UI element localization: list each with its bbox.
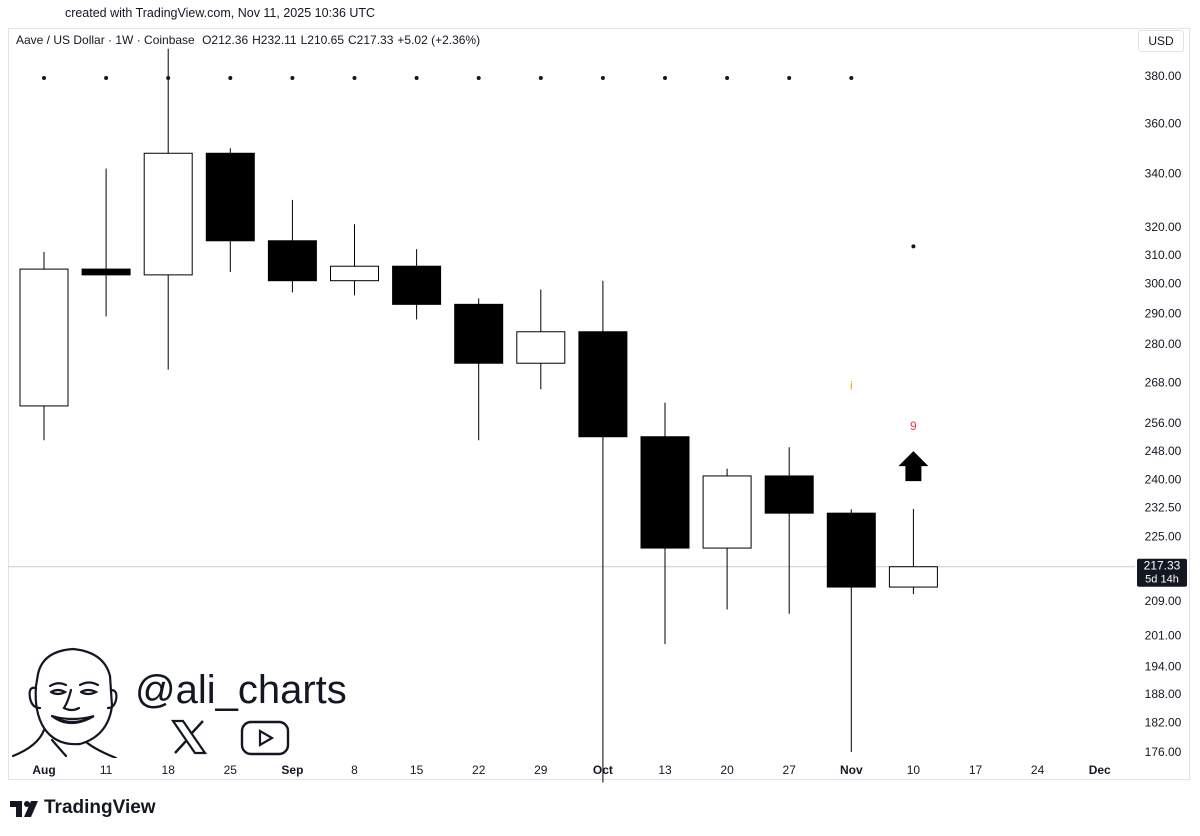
y-tick-label: 182.00 xyxy=(1145,716,1182,730)
author-handle: @ali_charts xyxy=(135,668,347,712)
candle-body xyxy=(205,152,255,242)
x-tick-label: 11 xyxy=(100,763,113,777)
ohlc-open: O212.36 xyxy=(202,33,249,47)
x-tick-label: 18 xyxy=(162,763,176,777)
ohlc-close: C217.33 xyxy=(348,33,394,47)
signal-dot xyxy=(290,76,295,80)
y-tick-label: 290.00 xyxy=(1145,306,1182,320)
signal-dot xyxy=(414,76,419,80)
y-tick-label: 340.00 xyxy=(1145,167,1182,181)
signal-dot xyxy=(352,76,357,80)
signal-dot xyxy=(228,76,233,80)
x-tick-label: 17 xyxy=(969,763,983,777)
candle-body xyxy=(826,512,876,588)
x-tick-label: 27 xyxy=(783,763,797,777)
x-tick-label: 29 xyxy=(534,763,548,777)
currency-button[interactable]: USD xyxy=(1138,30,1184,52)
symbol-legend: Aave / US Dollar · 1W · Coinbase O212.36… xyxy=(16,33,484,47)
candle-body xyxy=(516,331,566,364)
y-tick-label: 188.00 xyxy=(1145,687,1182,701)
y-tick-label: 268.00 xyxy=(1145,376,1182,390)
y-tick-label: 240.00 xyxy=(1145,473,1182,487)
candle-body xyxy=(143,152,193,276)
signal-dot xyxy=(849,76,854,80)
up-arrow-icon xyxy=(898,451,929,482)
y-tick-label: 225.00 xyxy=(1145,529,1182,543)
x-tick-label: 10 xyxy=(907,763,921,777)
tradingview-logo-icon xyxy=(10,801,38,817)
x-tick-label: 20 xyxy=(720,763,734,777)
last-price-badge xyxy=(1137,558,1187,587)
marker-label: i xyxy=(850,378,853,392)
x-tick-label: 13 xyxy=(658,763,672,777)
candle-body xyxy=(578,331,628,438)
chart-credit: created with TradingView.com, Nov 11, 20… xyxy=(64,6,376,20)
last-price-label: 217.33 xyxy=(1144,559,1181,573)
y-tick-label: 300.00 xyxy=(1145,277,1182,291)
y-tick-label: 232.50 xyxy=(1145,500,1182,514)
candle-body xyxy=(640,436,690,549)
tradingview-wordmark: TradingView xyxy=(44,797,156,818)
y-tick-label: 380.00 xyxy=(1145,69,1182,83)
x-logo-icon xyxy=(170,719,208,755)
y-tick-label: 248.00 xyxy=(1145,444,1182,458)
x-tick-label: Sep xyxy=(281,763,303,777)
signal-dot xyxy=(476,76,481,80)
signal-dot xyxy=(42,76,46,80)
candle-body xyxy=(764,475,814,514)
signal-dot xyxy=(663,76,667,80)
ohlc-change: +5.02 (+2.36%) xyxy=(397,33,481,47)
x-tick-label: 8 xyxy=(351,763,358,777)
candle-body xyxy=(330,265,379,282)
signal-dot xyxy=(725,76,730,80)
x-tick-label: Aug xyxy=(32,763,55,777)
y-tick-label: 320.00 xyxy=(1145,220,1182,234)
count-label: 9 xyxy=(910,419,917,433)
y-tick-label: 360.00 xyxy=(1145,116,1182,130)
chart-frame xyxy=(8,28,1190,780)
y-tick-label: 310.00 xyxy=(1145,248,1182,262)
x-tick-label: 24 xyxy=(1031,763,1045,777)
candle-body xyxy=(454,303,504,364)
symbol-name: Aave / US Dollar · 1W · Coinbase xyxy=(16,33,195,47)
y-tick-label: 256.00 xyxy=(1145,416,1182,430)
y-tick-label: 176.00 xyxy=(1145,745,1182,759)
bar-countdown-label: 5d 14h xyxy=(1145,574,1179,586)
y-tick-label: 201.00 xyxy=(1145,628,1182,642)
x-tick-label: Dec xyxy=(1089,763,1111,777)
candle-body xyxy=(81,268,131,276)
candle-body xyxy=(702,475,752,549)
y-tick-label: 280.00 xyxy=(1145,337,1182,351)
x-tick-label: Nov xyxy=(840,763,863,777)
signal-dot xyxy=(911,244,916,249)
x-tick-label: 25 xyxy=(224,763,238,777)
signal-dot xyxy=(166,76,171,80)
ohlc-high: H232.11 xyxy=(252,33,297,47)
signal-dot xyxy=(538,76,543,80)
y-tick-label: 209.00 xyxy=(1145,594,1182,608)
avatar-logo xyxy=(11,647,118,758)
ohlc-low: L210.65 xyxy=(300,33,344,47)
y-tick-label: 194.00 xyxy=(1145,659,1182,673)
x-tick-label: 15 xyxy=(410,763,424,777)
x-tick-label: 22 xyxy=(472,763,486,777)
candle-body xyxy=(888,566,938,588)
signal-dot xyxy=(104,76,109,80)
candle-body xyxy=(19,268,69,407)
candle-body xyxy=(267,240,317,282)
signal-dot xyxy=(787,76,792,80)
youtube-logo-icon xyxy=(240,720,290,756)
candle-body xyxy=(392,265,442,305)
signal-dot xyxy=(600,76,605,80)
